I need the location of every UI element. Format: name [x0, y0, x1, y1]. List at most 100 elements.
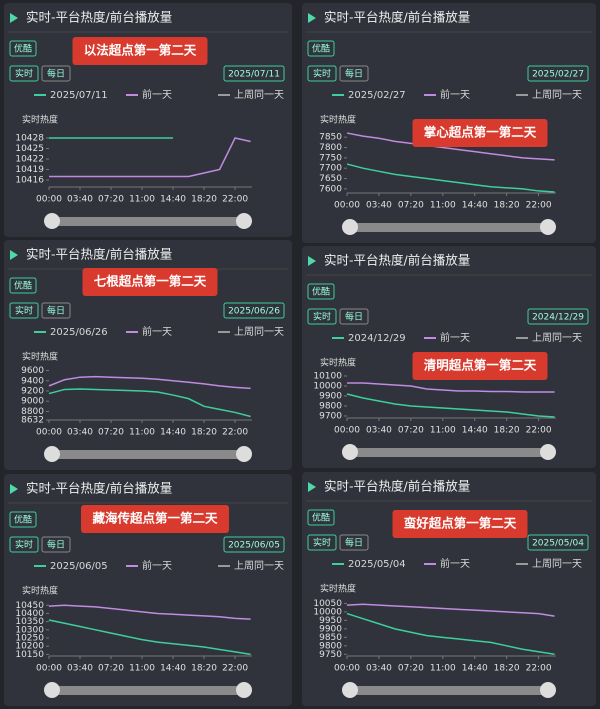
panel-header: 实时-平台热度/前台播放量 — [26, 10, 172, 25]
legend-label: 前一天 — [142, 88, 172, 101]
x-tick-label: 14:40 — [160, 195, 186, 205]
slider-handle — [44, 446, 60, 462]
annotation: 藏海传超点第一第二天 — [92, 511, 218, 526]
series-line — [346, 393, 555, 418]
date-badge-text: 2025/07/11 — [228, 70, 280, 80]
legend-label: 上周同一天 — [234, 560, 284, 572]
date-badge — [223, 302, 285, 319]
panel-header: 实时-平台热度/前台播放量 — [324, 10, 470, 25]
mode-button — [41, 302, 71, 319]
series-line — [346, 132, 555, 161]
annotation: 蛮好超点第一第二天 — [404, 516, 517, 531]
legend-label: 2025/02/27 — [348, 90, 406, 101]
x-tick-label: 00:00 — [334, 664, 360, 674]
y-tick-label: 7750 — [319, 153, 342, 163]
mode-button — [307, 308, 337, 325]
legend-label: 上周同一天 — [234, 326, 284, 338]
y-tick-label: 10419 — [15, 165, 44, 175]
y-tick-label: 10422 — [15, 155, 44, 165]
x-tick-label: 22:00 — [526, 664, 552, 674]
slider-handle — [342, 219, 358, 235]
y-axis-label: 实时热度 — [22, 585, 58, 597]
y-tick-label: 7850 — [319, 133, 342, 143]
annotation: 以法超点第一第二天 — [84, 43, 197, 58]
mode-button — [339, 65, 369, 82]
panel-bg — [4, 240, 292, 470]
date-badge — [527, 534, 589, 551]
x-tick-label: 22:00 — [526, 426, 552, 436]
mode-label: 实时 — [15, 539, 33, 551]
y-tick-label: 9800 — [319, 641, 342, 651]
y-tick-label: 9850 — [319, 633, 342, 643]
y-axis-label: 实时热度 — [22, 114, 58, 126]
platform-label: 优酷 — [14, 514, 32, 526]
annotation: 掌心超点第一第二天 — [424, 125, 537, 140]
range-slider — [46, 450, 250, 459]
mode-label: 实时 — [15, 305, 33, 317]
platform-label: 优酷 — [312, 512, 330, 524]
y-tick-label: 10000 — [313, 607, 342, 617]
x-tick-label: 11:00 — [430, 664, 456, 674]
mode-button — [9, 302, 39, 319]
y-tick-label: 10200 — [15, 642, 44, 652]
x-tick-label: 00:00 — [36, 428, 62, 438]
panel-header: 实时-平台热度/前台播放量 — [26, 481, 172, 496]
slider-handle — [44, 213, 60, 229]
x-tick-label: 11:00 — [430, 426, 456, 436]
y-tick-label: 9200 — [21, 386, 44, 396]
y-tick-label: 8800 — [21, 407, 44, 417]
platform-button — [9, 277, 37, 294]
slider-handle — [44, 682, 60, 698]
y-tick-label: 9900 — [319, 392, 342, 402]
mode-label: 每日 — [47, 305, 65, 317]
x-tick-label: 11:00 — [129, 195, 155, 205]
y-tick-label: 7650 — [319, 174, 342, 184]
annotation-box — [412, 352, 548, 380]
x-tick-label: 18:20 — [191, 428, 217, 438]
y-tick-label: 10416 — [15, 176, 44, 186]
y-tick-label: 10400 — [15, 609, 44, 619]
annotation-box — [82, 268, 218, 296]
platform-label: 优酷 — [14, 43, 32, 55]
series-line — [48, 604, 251, 620]
legend-label: 前一天 — [440, 88, 470, 101]
x-tick-label: 00:00 — [334, 201, 360, 211]
date-badge — [527, 65, 589, 82]
x-tick-label: 00:00 — [334, 426, 360, 436]
platform-label: 优酷 — [14, 280, 32, 292]
x-tick-label: 07:20 — [98, 664, 124, 674]
slider-handle — [342, 444, 358, 460]
date-badge — [223, 65, 285, 82]
x-tick-label: 14:40 — [462, 664, 488, 674]
y-tick-label: 9950 — [319, 616, 342, 626]
slider-handle — [540, 682, 556, 698]
range-slider — [46, 686, 250, 695]
platform-button — [9, 511, 37, 528]
range-slider — [344, 448, 554, 457]
platform-button — [307, 509, 335, 526]
date-badge-text: 2025/05/04 — [532, 539, 584, 549]
range-slider — [344, 223, 554, 232]
y-tick-label: 9000 — [21, 397, 44, 407]
annotation-box — [72, 37, 208, 65]
x-tick-label: 07:20 — [398, 201, 424, 211]
y-tick-label: 9900 — [319, 624, 342, 634]
date-badge-text: 2025/06/26 — [228, 307, 280, 317]
date-badge — [527, 308, 589, 325]
series-line — [346, 612, 555, 656]
y-tick-label: 9800 — [319, 402, 342, 412]
x-tick-label: 18:20 — [494, 426, 520, 436]
y-tick-label: 7700 — [319, 164, 342, 174]
x-tick-label: 14:40 — [160, 428, 186, 438]
x-tick-label: 03:40 — [366, 426, 392, 436]
annotation: 七根超点第一第二天 — [94, 274, 207, 289]
platform-button — [9, 40, 37, 57]
legend-label: 2024/12/29 — [348, 333, 406, 344]
x-tick-label: 03:40 — [366, 201, 392, 211]
mode-label: 实时 — [313, 68, 331, 80]
x-tick-label: 18:20 — [191, 195, 217, 205]
y-tick-label: 10300 — [15, 625, 44, 635]
mode-label: 实时 — [15, 68, 33, 80]
x-tick-label: 11:00 — [129, 664, 155, 674]
